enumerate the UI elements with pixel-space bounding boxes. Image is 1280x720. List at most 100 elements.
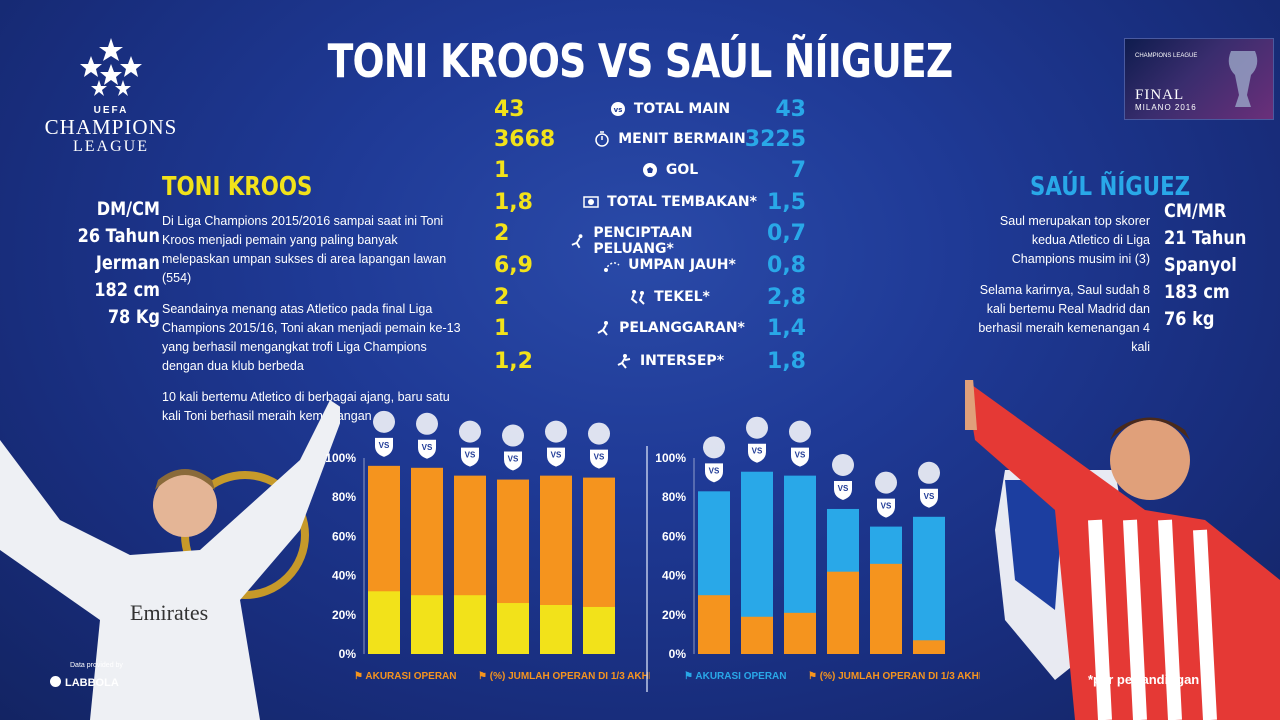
club-crest-icon (746, 416, 768, 439)
vs-label: VS (881, 502, 892, 511)
left-info-weight: 78 Kg (107, 306, 160, 328)
trophy-icon (1228, 51, 1258, 107)
club-crest-icon (459, 420, 481, 443)
club-crest-icon (502, 424, 524, 447)
left-info-age: 26 Tahun (77, 225, 160, 247)
bar-final-third (827, 571, 859, 654)
chart-kroos-opponents: 0% 20% 40% 60% 80% 100% VS VS VS VS VS VS ⚑ AKURASI … (325, 410, 650, 682)
stat-left-value: 2 (494, 221, 510, 246)
y-tick-label: 0% (339, 647, 357, 661)
stat-label-text: PELANGGARAN* (619, 320, 745, 336)
stat-row: 2 PENCIPTAAN PELUANG* 0,7 (470, 221, 810, 257)
starball-icon (80, 38, 142, 96)
stopwatch-icon (595, 131, 609, 147)
club-crest-icon (373, 410, 395, 433)
vs-badge (418, 439, 436, 459)
stat-label: TEKEL* (570, 289, 770, 305)
data-provided-label: Data provided by (70, 662, 123, 669)
stat-right-value: 3225 (744, 127, 806, 152)
footnote: *per pertandingan (1088, 672, 1200, 687)
legend-accuracy: ⚑ AKURASI OPERAN (684, 671, 787, 682)
vs-badge (547, 447, 565, 467)
stat-right-value: 1,5 (767, 190, 806, 215)
champions-league-logo: UEFA CHAMPIONS LEAGUE (36, 34, 186, 156)
stat-left-value: 1,8 (494, 190, 533, 215)
y-tick-label: 80% (332, 490, 356, 504)
stat-row: 1,8 TOTAL TEMBAKAN* 1,5 (470, 190, 810, 220)
bar-final-third (741, 616, 773, 654)
bar-final-third (913, 640, 945, 654)
right-player-info: CM/MR 21 Tahun Spanyol 183 cm 76 kg (1164, 198, 1266, 333)
stat-left-value: 1 (494, 158, 510, 183)
club-crest-icon (875, 471, 897, 494)
stat-right-value: 2,8 (767, 285, 806, 310)
stat-right-value: 1,8 (767, 349, 806, 374)
stat-left-value: 3668 (494, 127, 556, 152)
club-crest-icon (832, 453, 854, 476)
legend-accuracy: ⚑ AKURASI OPERAN (354, 671, 457, 682)
stat-row: 6,9 UMPAN JAUH* 0,8 (470, 253, 810, 283)
vs-label: VS (924, 492, 935, 501)
left-info-position: DM/CM (96, 198, 160, 220)
vs-label: VS (752, 447, 763, 456)
club-crest-icon (789, 420, 811, 443)
stat-label-text: UMPAN JAUH* (628, 257, 736, 273)
jersey-sponsor-left: Emirates (130, 600, 208, 625)
stat-label: INTERSEP* (570, 353, 770, 369)
stat-label: GOL (570, 162, 770, 178)
right-para-2: Selama karirnya, Saul sudah 8 kali berte… (978, 283, 1150, 354)
saul-niguez-photo (965, 380, 1280, 720)
chance-icon (571, 234, 583, 249)
y-tick-label: 40% (332, 569, 356, 583)
left-para-1: Di Liga Champions 2015/2016 sampai saat … (162, 214, 447, 285)
stat-right-value: 0,8 (767, 253, 806, 278)
right-player-name: SAÚL ÑÍGUEZ (1030, 172, 1191, 202)
vs-label: VS (422, 443, 433, 452)
bar-accuracy (913, 516, 945, 654)
legend-final-third: ⚑ (%) JUMLAH OPERAN DI 1/3 AKHIR (478, 671, 650, 682)
club-crest-icon (703, 436, 725, 459)
right-info-nation: Spanyol (1164, 254, 1237, 276)
stat-label-text: GOL (665, 162, 699, 178)
labbola-logo: LABBOLA (50, 676, 119, 689)
y-tick-label: 60% (662, 529, 686, 543)
y-tick-label: 40% (662, 569, 686, 583)
vs-badge (877, 498, 895, 518)
long-pass-icon (604, 262, 620, 272)
right-info-position: CM/MR (1164, 200, 1227, 222)
right-info-weight: 76 kg (1164, 308, 1215, 330)
vs-badge (504, 451, 522, 471)
final-badge-final: FINAL (1135, 87, 1185, 103)
right-para-1: Saul merupakan top skorer kedua Atletico… (999, 214, 1150, 266)
y-tick-label: 100% (655, 451, 686, 465)
stat-label: TOTAL TEMBAKAN* (570, 194, 770, 210)
vs-badge (375, 437, 393, 457)
club-crest-icon (588, 422, 610, 445)
club-crest-icon (416, 412, 438, 435)
ball-icon (642, 163, 657, 177)
stat-left-value: 43 (494, 97, 525, 122)
tackle-icon (630, 290, 645, 305)
vs-badge (791, 447, 809, 467)
right-info-height: 183 cm (1164, 281, 1230, 303)
stat-label-text: INTERSEP* (639, 353, 725, 369)
stat-label: MENIT BERMAIN (570, 131, 770, 147)
bar-final-third (497, 603, 529, 654)
stat-label-text: TOTAL TEMBAKAN* (607, 194, 757, 210)
left-player-name: TONI KROOS (162, 172, 313, 202)
foul-icon (597, 321, 609, 336)
stat-label: PENCIPTAAN PELUANG* (570, 225, 770, 257)
final-badge-sub: MILANO 2016 (1135, 103, 1197, 112)
logo-line1: CHAMPIONS (44, 115, 178, 139)
y-tick-label: 60% (332, 529, 356, 543)
vs-badge (705, 463, 723, 483)
stat-left-value: 2 (494, 285, 510, 310)
bar-final-third (454, 595, 486, 654)
vs-label: VS (838, 484, 849, 493)
page-title: TONI KROOS VS SAÚL ÑÍIGUEZ (327, 34, 954, 88)
left-info-nation: Jerman (95, 252, 160, 274)
toni-kroos-photo: Emirates (0, 400, 340, 720)
labbola-ball-icon (50, 676, 61, 687)
chart-divider (646, 446, 648, 692)
vs-badge (748, 443, 766, 463)
